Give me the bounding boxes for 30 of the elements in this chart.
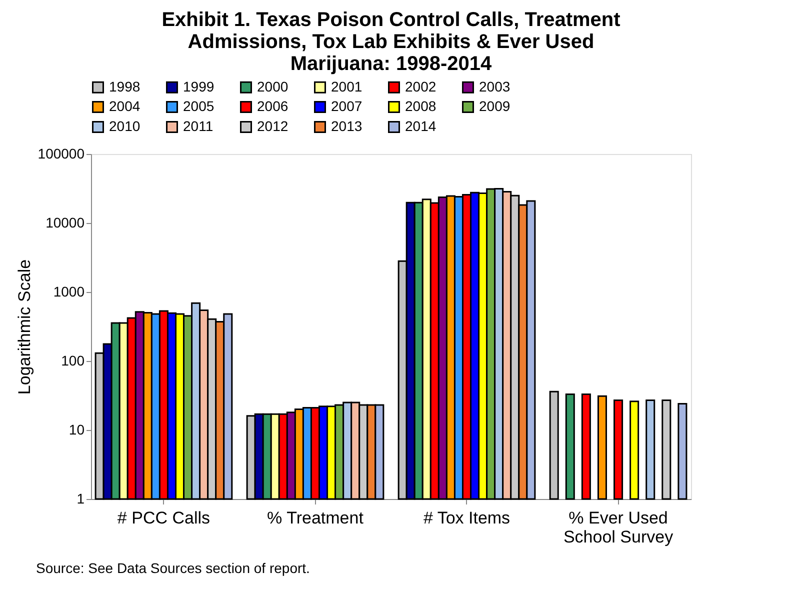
x-tick-label: # Tox Items [423,508,510,528]
y-tick-label: 10 [68,422,85,438]
legend-label: 2006 [257,98,288,114]
source-note: Source: See Data Sources section of report. [36,560,310,576]
legend-label: 2009 [479,98,510,114]
y-tick-label: 1000 [53,284,85,300]
x-tick-label: % Ever Used School Survey [563,508,674,546]
legend-label: 1998 [109,78,140,94]
legend-label: 2001 [331,78,362,94]
legend-label: 2008 [405,98,436,114]
legend-label: 2005 [183,98,214,114]
legend-label: 2013 [331,118,362,134]
legend-label: 2010 [109,118,140,134]
x-tick-label: % Treatment [267,508,364,528]
legend-label: 1999 [183,78,214,94]
chart-title: Exhibit 1. Texas Poison Control Calls, Treatment Admissions, Tox Lab Exhibits & Ever Used Marijuana: 1998-2014 [162,9,621,75]
x-tick-label: # PCC Calls [117,508,210,528]
legend-label: 2003 [479,78,510,94]
legend-label: 2014 [405,118,436,134]
y-tick-label: 100 [61,352,85,368]
legend-label: 2007 [331,98,362,114]
y-tick-label: 1 [76,490,85,506]
legend-label: 2000 [257,78,288,94]
legend-label: 2012 [257,118,288,134]
y-tick-label: 10000 [46,214,85,230]
legend-label: 2002 [405,78,436,94]
y-axis-title: Logarithmic Scale [14,259,34,395]
legend-label: 2011 [183,118,214,134]
legend-label: 2004 [109,98,140,114]
y-tick-label: 100000 [38,146,85,162]
